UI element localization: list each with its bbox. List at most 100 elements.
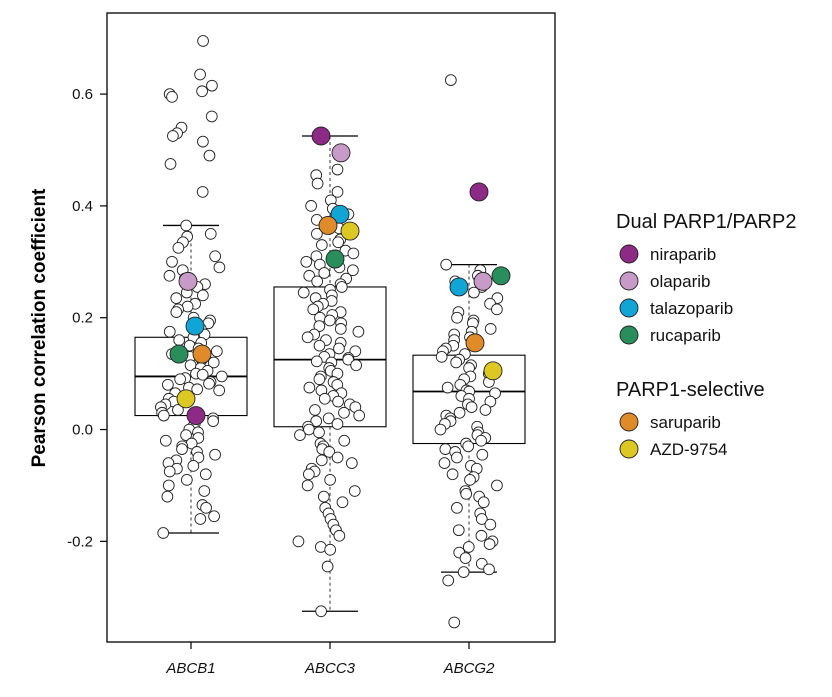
data-point — [338, 406, 350, 419]
data-point — [457, 566, 470, 578]
data-point — [462, 541, 475, 553]
data-point — [475, 434, 487, 447]
data-point — [333, 529, 346, 542]
data-point — [476, 448, 489, 461]
data-point — [465, 401, 478, 414]
data-point — [191, 383, 204, 396]
data-point — [170, 292, 183, 304]
data-point — [331, 451, 344, 464]
data-point — [205, 110, 218, 123]
data-point — [300, 255, 313, 268]
data-point — [209, 250, 221, 263]
y-tick-label: -0.2 — [67, 533, 93, 550]
y-tick-label: 0.2 — [72, 310, 93, 327]
data-point — [459, 552, 472, 564]
data-point — [452, 524, 465, 537]
data-point — [311, 275, 324, 288]
data-point — [333, 342, 345, 355]
highlight-point-AZD-9754 — [176, 389, 196, 409]
data-point — [200, 501, 212, 514]
data-point — [451, 311, 463, 324]
data-point — [305, 200, 317, 212]
highlight-point-saruparib — [465, 333, 485, 353]
data-point — [313, 339, 326, 352]
data-point — [349, 345, 362, 358]
legend-swatch — [619, 298, 639, 318]
highlight-point-niraparib — [469, 182, 489, 202]
data-point — [315, 605, 327, 618]
data-point — [213, 384, 226, 397]
data-point — [203, 149, 216, 162]
highlight-point-talazoparib — [185, 316, 205, 336]
data-point — [176, 443, 188, 455]
plot-frame — [106, 12, 556, 643]
highlight-point-rucaparib — [491, 266, 511, 286]
y-tick-label: 0.0 — [72, 422, 93, 439]
data-point — [197, 289, 209, 302]
legend-swatch — [619, 439, 639, 459]
data-point — [335, 281, 348, 293]
data-point — [331, 418, 344, 430]
data-point — [313, 373, 326, 386]
data-point — [303, 269, 316, 282]
highlight-point-olaparib — [178, 271, 198, 291]
data-point — [172, 241, 185, 254]
data-point — [345, 457, 358, 469]
data-point — [170, 306, 183, 318]
data-point — [324, 543, 337, 556]
data-point — [322, 412, 335, 425]
data-point — [460, 487, 473, 500]
data-point — [446, 468, 459, 481]
data-point — [313, 426, 325, 439]
data-point — [484, 323, 497, 335]
legend-label: AZD-9754 — [650, 440, 727, 459]
data-point — [438, 457, 451, 469]
data-point — [180, 474, 193, 486]
data-point — [157, 409, 170, 422]
data-point — [352, 325, 365, 338]
highlight-point-niraparib — [311, 126, 331, 146]
data-point — [196, 85, 208, 98]
data-point — [453, 406, 466, 419]
data-point — [180, 429, 192, 441]
data-point — [166, 91, 178, 103]
data-point — [331, 163, 344, 176]
data-point — [347, 264, 359, 277]
data-point — [323, 446, 336, 458]
data-point — [194, 68, 206, 81]
data-point — [332, 395, 344, 408]
data-points — [155, 35, 504, 629]
legend-swatch — [619, 412, 639, 432]
data-point — [159, 434, 172, 447]
legend-label: rucaparib — [650, 326, 721, 345]
data-point — [440, 258, 453, 271]
x-axis: ABCB1 ABCC3 ABCG2 — [165, 642, 495, 677]
data-point — [194, 513, 207, 525]
data-point — [307, 303, 320, 316]
data-point — [163, 465, 176, 478]
data-point — [213, 261, 226, 274]
data-point — [491, 479, 503, 492]
data-point — [303, 381, 316, 394]
y-axis: -0.2 0.0 0.2 0.4 0.6 — [67, 86, 107, 550]
data-point — [483, 538, 496, 551]
data-point — [475, 529, 488, 542]
data-point — [206, 79, 218, 92]
data-point — [317, 490, 330, 503]
data-point — [338, 434, 351, 447]
x-tick-label: ABCC3 — [304, 660, 356, 677]
data-point — [468, 286, 480, 299]
data-point — [324, 474, 336, 486]
legend-label: saruparib — [650, 413, 721, 432]
data-point — [196, 186, 209, 198]
highlight-point-AZD-9754 — [483, 361, 503, 381]
data-point — [157, 527, 170, 539]
data-point — [475, 513, 488, 525]
legend: Dual PARP1/PARP2 niraparib olaparib talazop… — [616, 211, 796, 459]
highlight-point-talazoparib — [330, 204, 350, 224]
legend-swatch — [619, 325, 639, 345]
data-point — [464, 474, 476, 486]
legend-label: niraparib — [650, 245, 716, 264]
data-point — [315, 239, 328, 251]
data-point — [331, 186, 344, 198]
